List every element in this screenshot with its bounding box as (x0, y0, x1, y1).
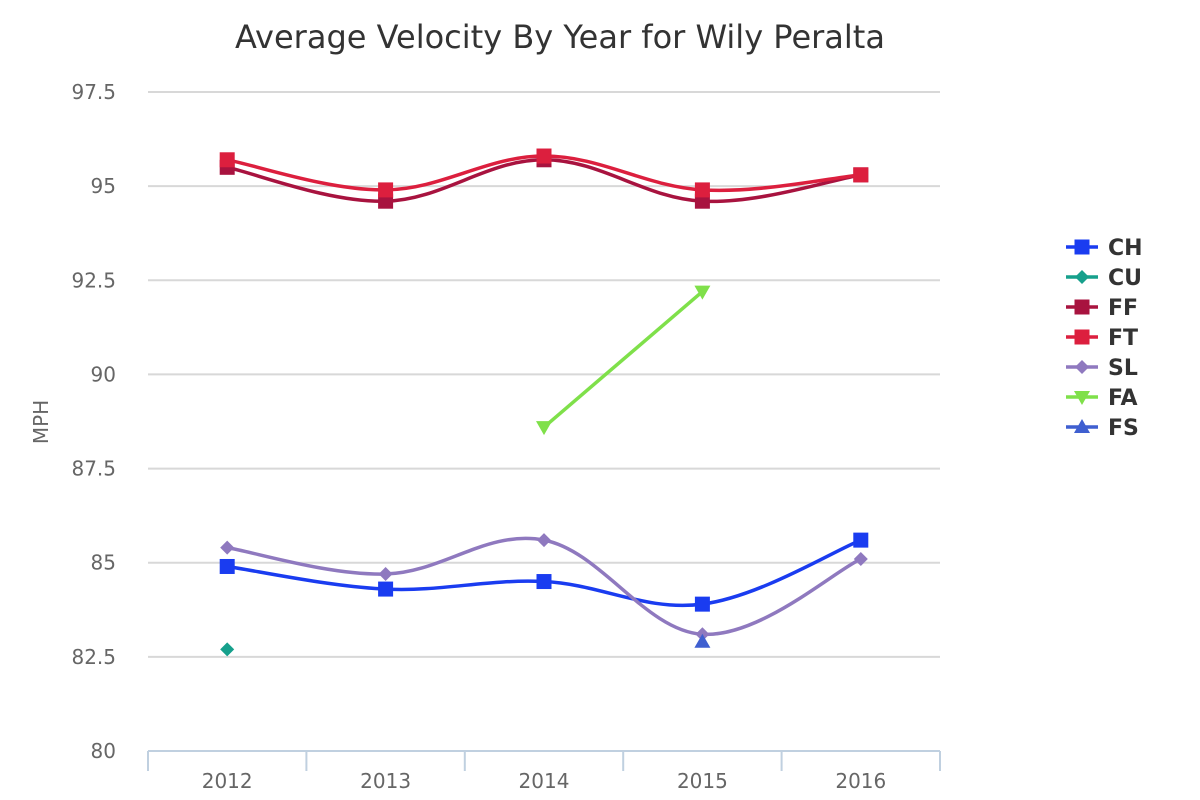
legend-marker (1075, 360, 1089, 374)
x-tick-label: 2014 (519, 769, 570, 793)
y-tick-label: 80 (91, 739, 116, 763)
y-tick-label: 92.5 (71, 268, 116, 292)
x-tick-label: 2013 (360, 769, 411, 793)
legend-marker (1074, 391, 1090, 405)
y-axis-title: MPH (29, 400, 53, 444)
data-point-ch (378, 581, 394, 597)
legend-label: CU (1108, 266, 1142, 291)
y-tick-label: 85 (91, 551, 116, 575)
legend-label: FA (1108, 386, 1138, 411)
y-tick-label: 87.5 (71, 457, 116, 481)
data-point-fs (694, 633, 711, 648)
data-point-ch (219, 558, 235, 574)
legend-item-fs[interactable]: FS (1066, 416, 1139, 441)
legend-marker (1075, 270, 1089, 284)
data-point-sl (378, 567, 393, 582)
data-point-sl (853, 551, 868, 566)
chart-title: Average Velocity By Year for Wily Peralt… (235, 18, 885, 56)
series-ch (219, 532, 869, 612)
data-point-cu (220, 642, 235, 657)
legend-label: FF (1108, 296, 1138, 321)
x-tick-label: 2016 (835, 769, 886, 793)
series-fs (694, 633, 711, 648)
legend-label: SL (1108, 356, 1138, 381)
data-point-ft (694, 182, 710, 198)
x-tick-label: 2015 (677, 769, 728, 793)
data-point-ch (853, 532, 869, 548)
data-point-sl (537, 533, 551, 548)
legend-label: FS (1108, 416, 1139, 441)
legend-label: CH (1108, 236, 1143, 261)
legend-marker (1074, 239, 1090, 255)
y-tick-label: 90 (91, 362, 116, 386)
series-line-fa (542, 290, 704, 429)
legend-item-cu[interactable]: CU (1066, 266, 1142, 291)
legend-item-ch[interactable]: CH (1066, 236, 1143, 261)
x-tick-label: 2012 (202, 769, 253, 793)
series-area (219, 148, 869, 657)
legend-item-ff[interactable]: FF (1066, 296, 1138, 321)
data-point-sl (220, 540, 235, 555)
legend-item-ft[interactable]: FT (1066, 326, 1138, 351)
legend-marker (1074, 299, 1090, 315)
grid-lines (148, 91, 940, 658)
y-axis-ticks: 80 82.5 85 87.5 90 92.5 95 97.5 (71, 80, 116, 763)
data-point-ft (853, 167, 869, 183)
data-point-fa (694, 285, 711, 300)
y-tick-label: 95 (91, 174, 116, 198)
legend-item-fa[interactable]: FA (1066, 386, 1138, 411)
legend: CH CU FF FT SL FA FS (1066, 236, 1143, 441)
legend-label: FT (1108, 326, 1138, 351)
data-point-ft (378, 182, 394, 198)
series-fa (536, 285, 711, 436)
legend-marker (1074, 419, 1090, 433)
legend-marker (1074, 329, 1090, 345)
y-tick-label: 97.5 (71, 80, 116, 104)
series-sl (220, 533, 868, 642)
data-point-ft (219, 152, 235, 168)
series-cu (220, 642, 235, 657)
y-tick-label: 82.5 (71, 645, 116, 669)
series-ft (219, 148, 869, 198)
data-point-ff (694, 193, 710, 209)
data-point-fa (536, 421, 552, 436)
data-point-ff (378, 193, 394, 209)
data-point-ft (536, 148, 552, 164)
data-point-ch (536, 574, 552, 590)
data-point-ch (694, 596, 710, 612)
x-axis: 2012 2013 2014 2015 2016 (147, 750, 941, 793)
legend-item-sl[interactable]: SL (1066, 356, 1138, 381)
series-line-ch (226, 538, 862, 608)
